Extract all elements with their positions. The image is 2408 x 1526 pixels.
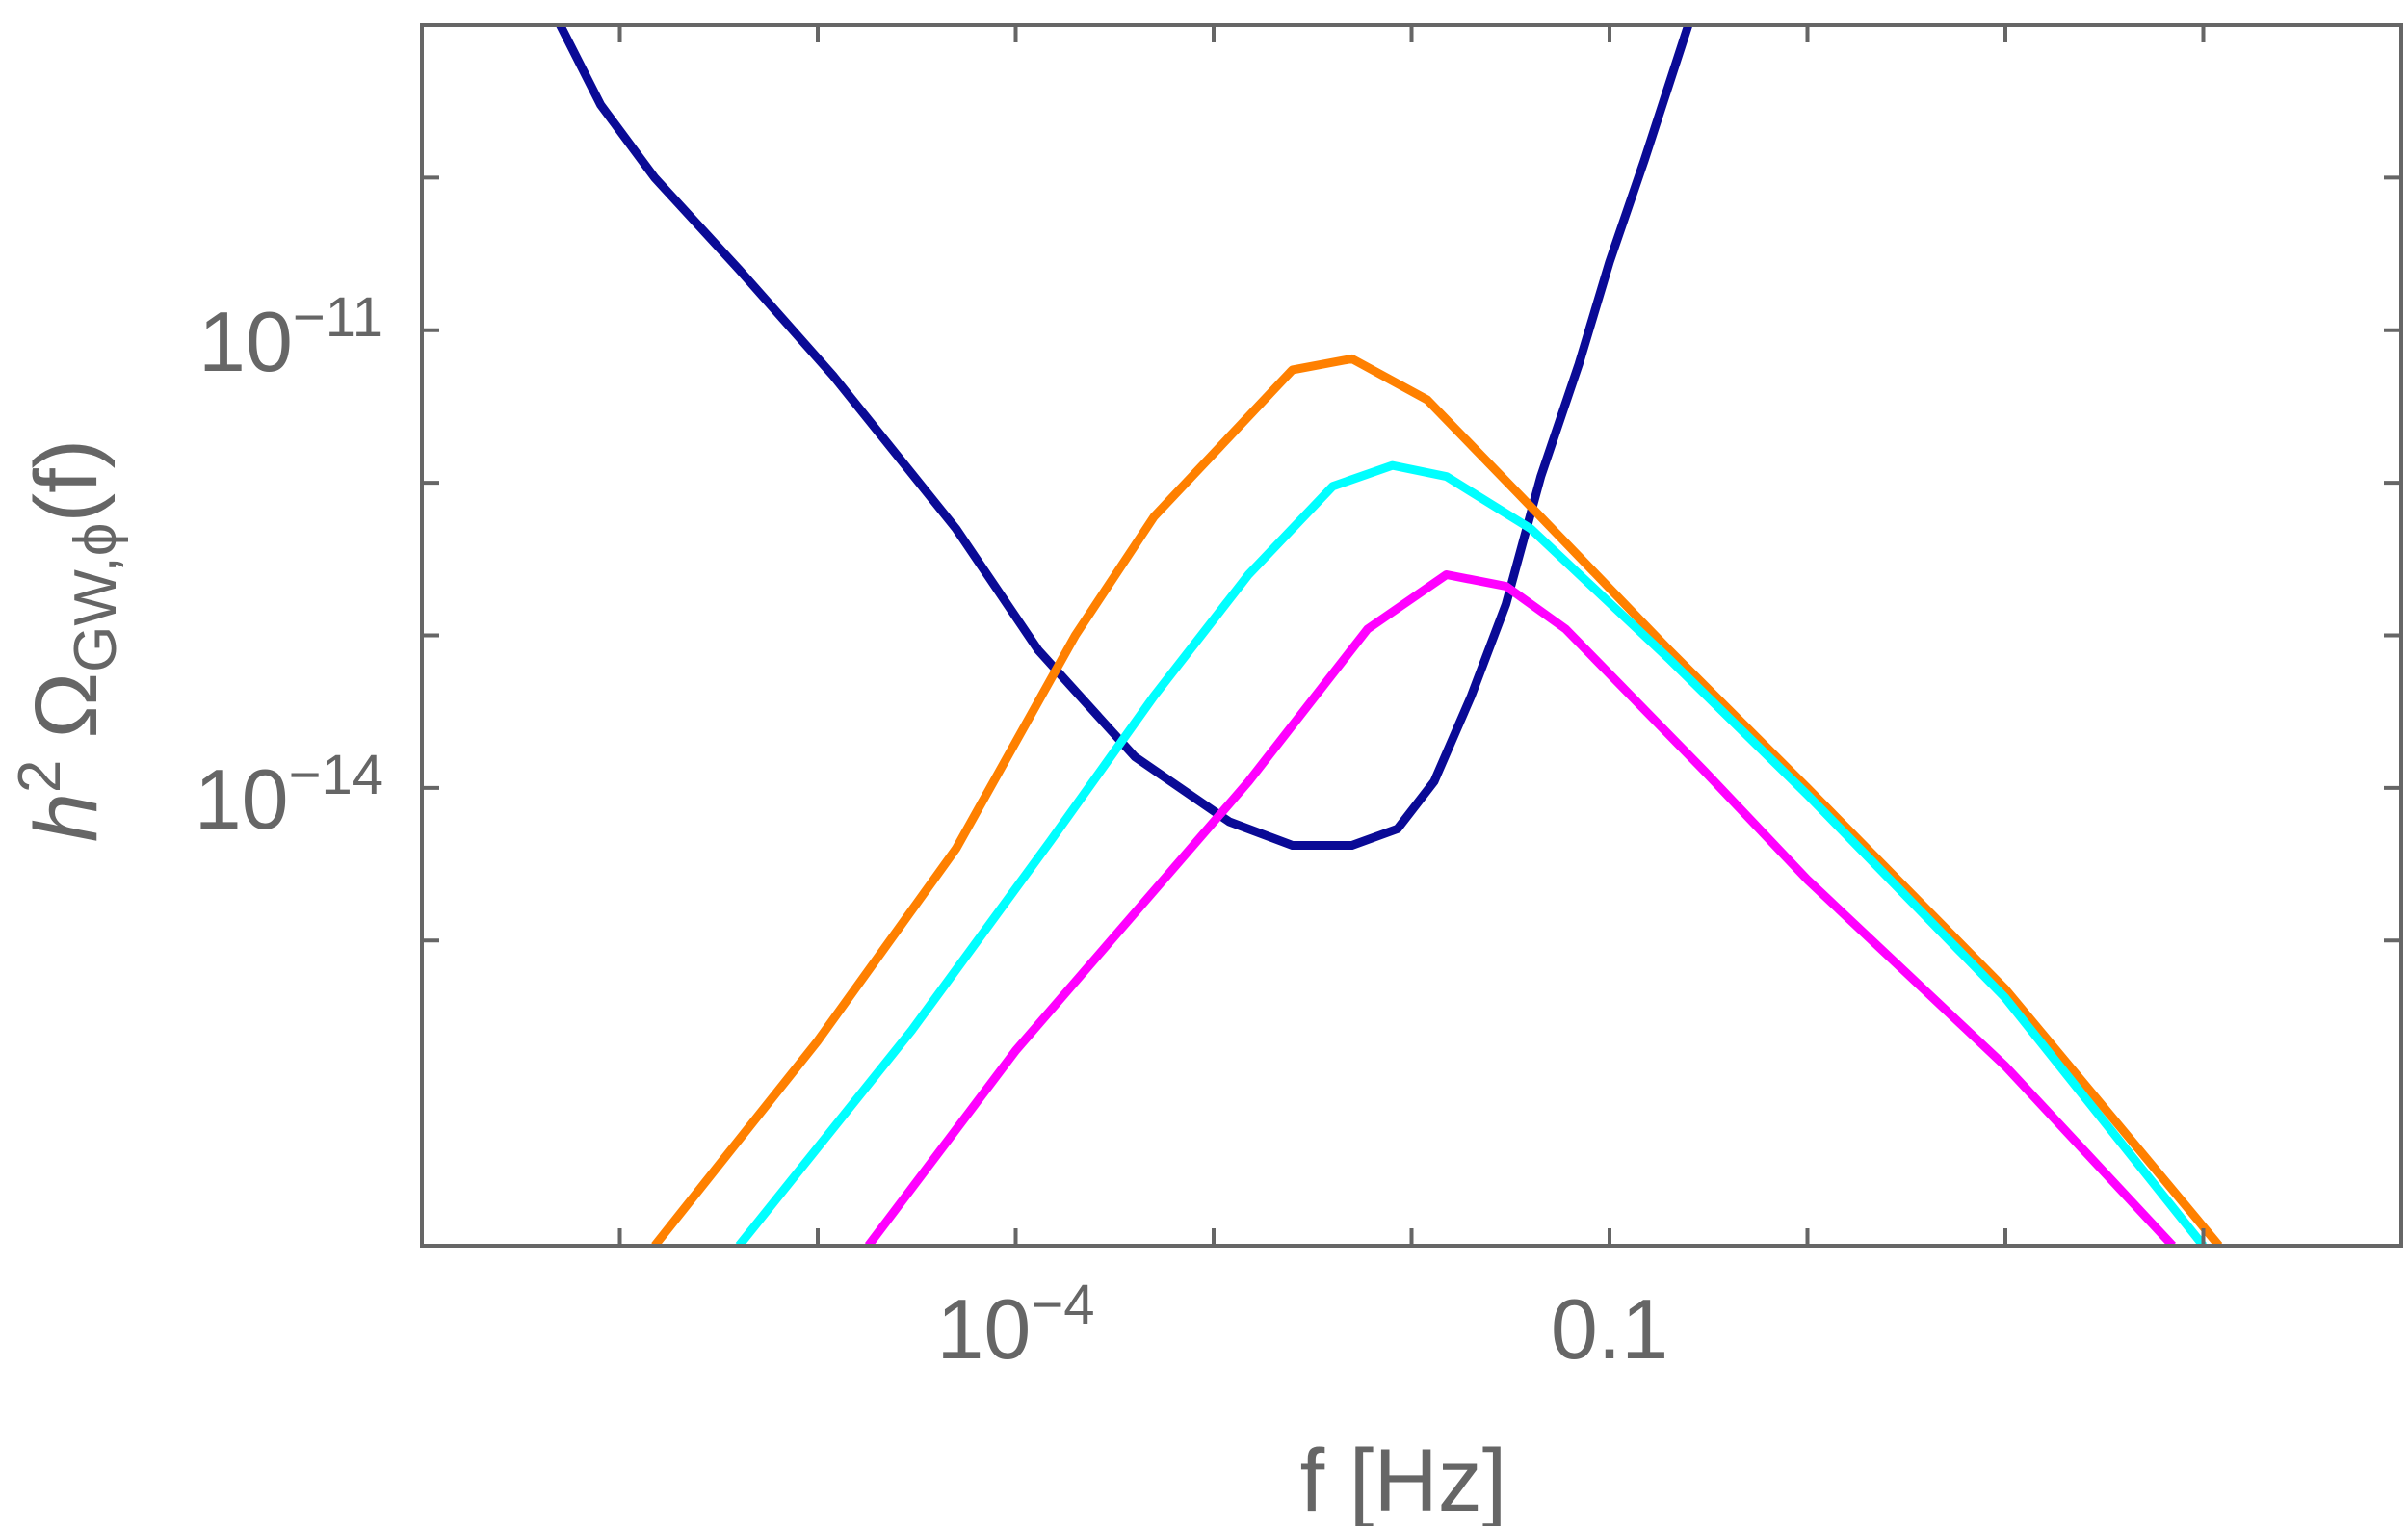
- x-tick-label-2: 0.1: [1551, 1281, 1668, 1377]
- y-title-sup: 2: [7, 760, 73, 793]
- x-tick-label-1: 10−4: [936, 1274, 1094, 1377]
- series-layer: [556, 25, 2223, 1246]
- plot-frame: [420, 23, 2403, 1248]
- series-line-1: [556, 25, 1693, 850]
- series-line-4: [864, 570, 2176, 1246]
- series-line-2: [651, 354, 2223, 1246]
- ticks-layer: [422, 25, 2401, 1246]
- labels-layer: 10−4 0.1 10−11 10−14: [195, 286, 1668, 1377]
- y-title-base: h: [17, 793, 116, 842]
- svg-text:h2ΩGW,ϕ(f): h2 ΩGW,ϕ(f): [7, 439, 129, 843]
- y-title-sub: GW,ϕ: [63, 523, 129, 672]
- series-line-3: [735, 460, 2208, 1246]
- y-title-tail: (f): [17, 439, 116, 523]
- y-axis-title: h2 ΩGW,ϕ(f): [7, 439, 129, 843]
- x-axis-title: f [Hz]: [1300, 1432, 1507, 1526]
- y-title-omega: Ω: [17, 672, 116, 739]
- y-tick-label-2: 10−14: [195, 744, 383, 847]
- y-tick-label-1: 10−11: [198, 286, 383, 389]
